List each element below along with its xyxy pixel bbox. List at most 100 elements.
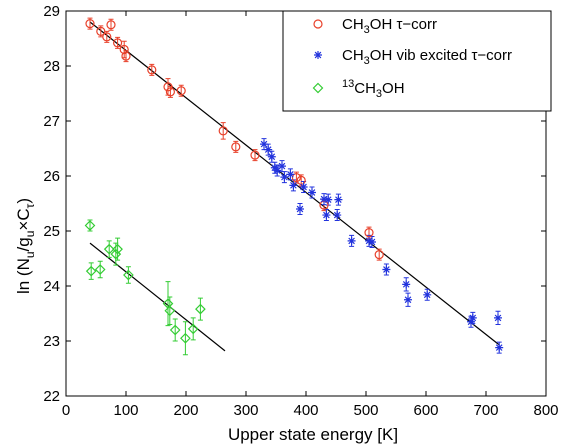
data-point-circle: [112, 38, 123, 48]
data-point-diamond: [187, 323, 199, 335]
y-tick-label: 28: [43, 58, 60, 75]
data-point-diamond: [103, 243, 115, 255]
data-point-star: [320, 195, 328, 204]
data-point-circle: [374, 250, 384, 260]
error-bar: [172, 318, 178, 342]
data-point-diamond: [85, 265, 97, 277]
data-point-star: [267, 152, 276, 161]
data-point-circle: [165, 87, 175, 97]
error-bar: [88, 262, 94, 280]
legend-item-13ch3oh: 13CH3OH: [312, 78, 405, 100]
y-tick-label: 23: [43, 333, 60, 350]
data-point-circle: [218, 126, 228, 136]
legend-label-ch3oh: CH3OH τ−corr: [342, 16, 437, 36]
x-tick-label: 700: [473, 402, 498, 419]
legend-marker-shape: [314, 51, 322, 59]
data-point-circle: [85, 19, 95, 29]
data-point-circle: [176, 86, 186, 96]
data-point-diamond: [123, 269, 134, 281]
data-point-star: [365, 236, 373, 245]
y-tick-label: 29: [43, 3, 60, 20]
legend-marker-star: [314, 51, 322, 59]
legend-marker-shape: [312, 82, 324, 94]
error-bar: [190, 317, 196, 341]
y-axis-label: ln (Nu/gu×Cτ): [14, 198, 37, 294]
data-point-circle: [121, 51, 131, 61]
error-bar: [97, 260, 103, 279]
data-point-star: [334, 195, 343, 204]
data-point-star: [402, 280, 411, 289]
y-tick-label: 25: [43, 223, 60, 240]
y-tick-label: 27: [43, 113, 60, 130]
data-point-star: [322, 211, 331, 220]
data-point-star: [308, 188, 316, 197]
data-point-star: [264, 145, 273, 154]
data-point-circle: [364, 228, 374, 238]
legend-marker-diamond: [312, 82, 324, 94]
data-point-diamond: [164, 305, 176, 317]
data-point-star: [289, 181, 298, 190]
data-point-diamond: [112, 243, 123, 255]
data-point-star: [324, 195, 333, 204]
legend-marker-shape: [313, 19, 323, 29]
data-point-star: [494, 313, 502, 322]
x-tick-label: 200: [173, 402, 198, 419]
data-point-circle: [96, 26, 106, 36]
data-point-circle: [106, 20, 116, 30]
data-point-star: [382, 265, 391, 274]
legend-marker-circle: [313, 19, 323, 29]
y-axis-ticks: 22 23 24 25 26 27 28 29: [43, 3, 546, 405]
legend-box: [282, 10, 552, 112]
data-point-star: [347, 236, 356, 245]
data-point-star: [273, 166, 282, 175]
data-point-star: [368, 238, 376, 246]
data-point-star: [404, 295, 412, 304]
x-axis-ticks: 0 100 200 300 400 500 600 700 800: [62, 11, 559, 419]
data-point-diamond: [84, 220, 96, 231]
data-markers: [84, 19, 504, 352]
error-bar: [106, 240, 112, 258]
legend-label-13ch3oh: 13CH3OH: [342, 78, 405, 100]
x-tick-label: 800: [533, 402, 558, 419]
data-point-star: [333, 211, 342, 220]
x-tick-label: 400: [293, 402, 318, 419]
data-point-diamond: [169, 324, 181, 336]
data-point-circle: [147, 65, 157, 75]
legend-label-ch3oh-vib: CH3OH vib excited τ−corr: [342, 47, 512, 67]
data-point-circle: [119, 44, 129, 55]
data-point-star: [296, 205, 304, 213]
data-point-circle: [250, 150, 260, 160]
data-point-diamond: [180, 332, 191, 344]
error-bar: [220, 122, 226, 140]
error-bar: [125, 266, 131, 284]
data-point-circle: [163, 82, 173, 92]
data-point-star: [299, 183, 308, 191]
error-bar: [182, 321, 188, 356]
legend-item-ch3oh: CH3OH τ−corr: [313, 16, 437, 36]
data-point-star: [280, 173, 289, 182]
data-point-star: [423, 290, 432, 299]
y-tick-label: 26: [43, 168, 60, 185]
y-tick-label: 22: [43, 388, 60, 405]
data-point-diamond: [94, 264, 106, 275]
data-point-circle: [231, 142, 241, 152]
data-point-star: [495, 343, 504, 352]
data-point-star: [467, 317, 475, 326]
data-point-star: [278, 162, 286, 171]
error-bar: [197, 297, 203, 321]
data-point-diamond: [195, 303, 206, 315]
error-bar: [165, 281, 171, 327]
data-point-star: [260, 140, 268, 149]
x-tick-label: 0: [62, 402, 70, 419]
x-tick-label: 500: [353, 402, 378, 419]
data-point-circle: [102, 32, 112, 42]
x-tick-label: 100: [113, 402, 138, 419]
x-tick-label: 300: [233, 402, 258, 419]
x-tick-label: 600: [413, 402, 438, 419]
data-point-star: [286, 170, 295, 179]
data-point-circle: [291, 173, 301, 183]
y-tick-label: 24: [43, 278, 60, 295]
data-point-star: [468, 313, 477, 322]
fit-line: [89, 242, 226, 352]
